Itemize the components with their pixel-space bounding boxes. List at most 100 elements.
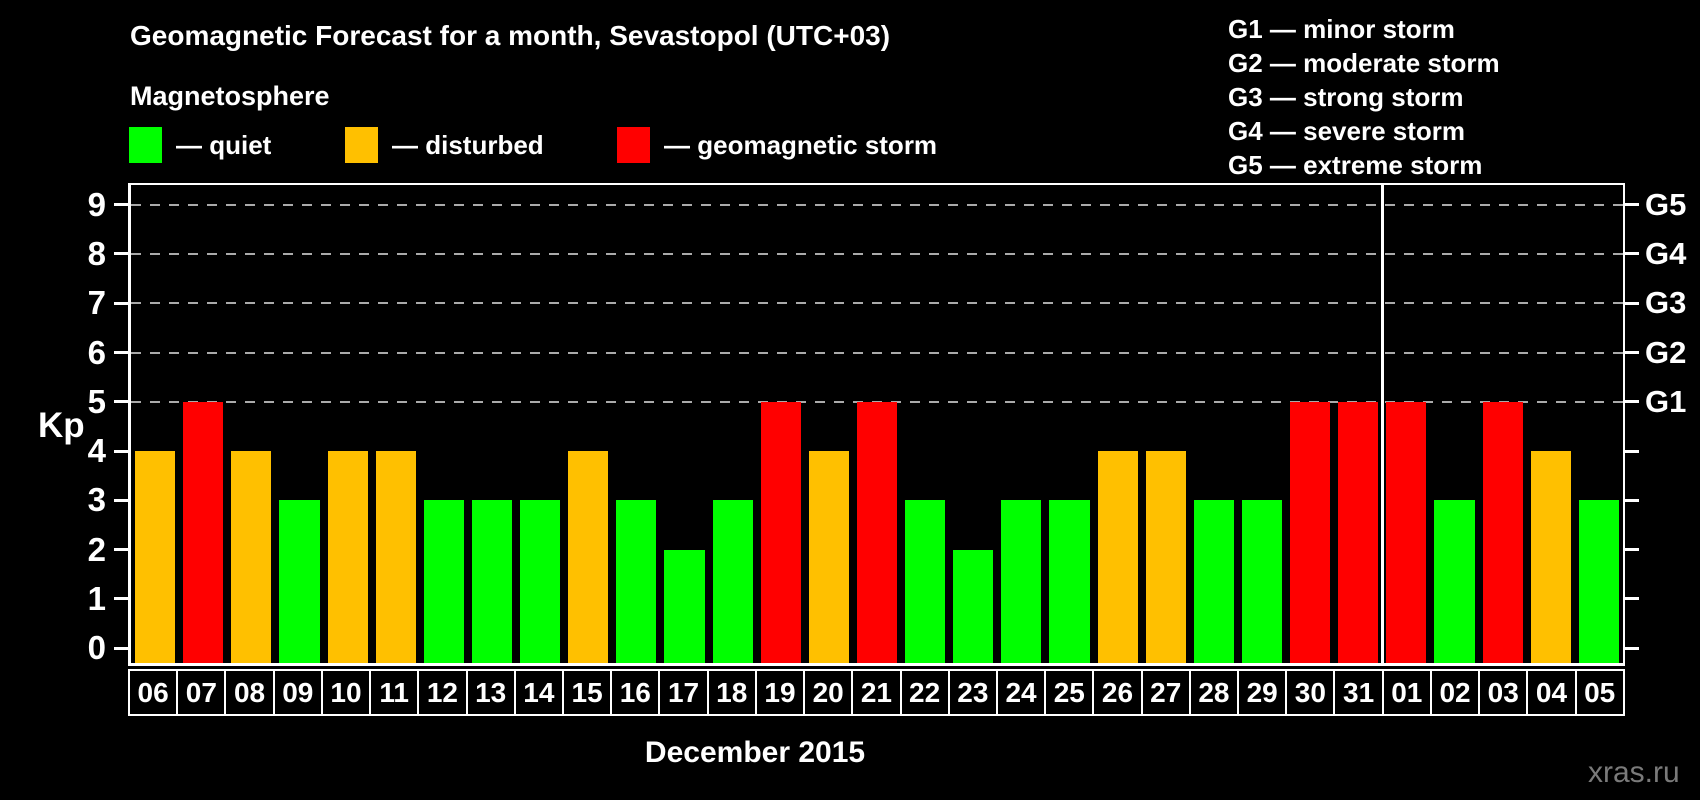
month-separator-line <box>1380 185 1384 663</box>
left-tick-kp9 <box>114 203 128 207</box>
kp-bar-day-03 <box>1482 401 1523 663</box>
x-axis-title: December 2015 <box>644 736 866 769</box>
y-tick-label-5: 5 <box>87 382 106 420</box>
y-tick-label-4: 4 <box>87 432 106 470</box>
left-tick-kp4 <box>114 449 128 453</box>
kp-bar-day-15 <box>568 451 609 663</box>
date-label-15: 15 <box>564 671 613 714</box>
left-tick-kp5 <box>114 400 128 404</box>
kp-bar-day-20 <box>808 451 849 663</box>
date-label-25: 25 <box>1046 671 1095 714</box>
left-tick-kp3 <box>114 498 128 502</box>
date-label-08: 08 <box>226 671 275 714</box>
kp-bar-day-26 <box>1097 451 1138 663</box>
kp-bar-day-22 <box>905 500 946 663</box>
date-label-20: 20 <box>805 671 854 714</box>
kp-bar-day-09 <box>279 500 320 663</box>
date-label-24: 24 <box>998 671 1047 714</box>
kp-bar-day-28 <box>1193 500 1234 663</box>
legend-quiet-label: — quiet <box>176 129 272 160</box>
kp-bar-day-08 <box>231 451 272 663</box>
storm-scale-legend: G1 — minor storm G2 — moderate storm G3 … <box>1228 12 1500 182</box>
date-label-16: 16 <box>612 671 661 714</box>
right-axis-label-g4: G4 <box>1645 235 1687 271</box>
right-tick-kp5 <box>1625 400 1639 404</box>
date-label-29: 29 <box>1239 671 1288 714</box>
storm-swatch-icon <box>617 127 650 163</box>
kp-bar-day-18 <box>712 500 753 663</box>
date-label-05: 05 <box>1584 677 1616 708</box>
date-label-11: 11 <box>371 671 420 714</box>
right-tick-kp9 <box>1625 203 1639 207</box>
legend-storm-label: — geomagnetic storm <box>664 129 938 160</box>
date-label-10: 10 <box>323 671 372 714</box>
right-axis-label-g2: G2 <box>1645 334 1687 370</box>
y-tick-label-8: 8 <box>87 234 106 272</box>
right-tick-kp8 <box>1625 252 1639 256</box>
left-tick-kp0 <box>114 646 128 650</box>
plot-area: 0 1 2 3 4 5 6 7 8 9 G1 G2 G3 G4 G5 <box>88 183 1686 666</box>
right-tick-kp2 <box>1625 548 1639 552</box>
kp-bar-day-06 <box>135 451 176 663</box>
kp-bar-day-14 <box>520 500 561 663</box>
kp-bar-day-23 <box>953 549 994 663</box>
date-label-03: 03 <box>1480 671 1529 714</box>
kp-bar-day-19 <box>760 401 801 663</box>
left-tick-kp8 <box>114 252 128 256</box>
kp-bar-day-27 <box>1145 451 1186 663</box>
right-axis-label-g3: G3 <box>1645 285 1687 321</box>
left-tick-kp6 <box>114 351 128 355</box>
kp-bar-day-21 <box>856 401 898 663</box>
kp-bar-day-02 <box>1434 500 1475 663</box>
date-label-04: 04 <box>1528 671 1577 714</box>
right-tick-kp0 <box>1625 646 1639 650</box>
y-tick-label-3: 3 <box>87 481 106 519</box>
kp-bar-day-31 <box>1338 401 1379 663</box>
date-label-13: 13 <box>468 671 516 714</box>
date-label-23: 23 <box>950 671 998 714</box>
gridline-kp5 <box>131 400 1623 403</box>
magnetosphere-label: Magnetosphere <box>130 81 330 111</box>
date-label-09: 09 <box>275 671 323 714</box>
legend-item-storm: — geomagnetic storm <box>617 126 937 164</box>
g3-legend-line: G3 — strong storm <box>1228 82 1464 112</box>
y-tick-label-1: 1 <box>87 579 106 617</box>
quiet-swatch-icon <box>129 127 162 163</box>
kp-bar-day-24 <box>1001 500 1042 663</box>
g2-legend-line: G2 — moderate storm <box>1228 48 1500 78</box>
date-label-06: 06 <box>130 671 179 714</box>
gridline-kp9 <box>131 203 1623 206</box>
right-tick-kp7 <box>1625 301 1639 305</box>
y-tick-label-0: 0 <box>87 629 106 667</box>
right-axis-label-g5: G5 <box>1645 186 1687 222</box>
g5-legend-line: G5 — extreme storm <box>1228 150 1483 180</box>
date-label-02: 02 <box>1432 671 1481 714</box>
date-label-28: 28 <box>1191 671 1240 714</box>
y-tick-label-7: 7 <box>87 284 106 322</box>
date-label-26: 26 <box>1094 671 1143 714</box>
disturbed-swatch-icon <box>345 127 378 163</box>
date-label-14: 14 <box>516 671 564 714</box>
left-tick-kp7 <box>114 301 128 305</box>
date-label-17: 17 <box>660 671 709 714</box>
y-tick-label-9: 9 <box>87 185 106 223</box>
kp-bar-day-30 <box>1290 401 1331 663</box>
legend-disturbed-label: — disturbed <box>392 129 544 160</box>
left-tick-kp2 <box>114 548 128 552</box>
kp-bar-day-11 <box>375 451 416 663</box>
kp-bar-day-17 <box>664 549 705 663</box>
date-label-12: 12 <box>419 671 468 714</box>
legend-item-disturbed: — disturbed <box>345 126 544 164</box>
left-tick-kp1 <box>114 597 128 601</box>
right-tick-kp4 <box>1625 449 1639 453</box>
kp-bar-day-07 <box>183 401 224 663</box>
date-label-19: 19 <box>757 671 806 714</box>
kp-bar-day-05 <box>1578 500 1619 663</box>
kp-bar-day-10 <box>327 451 368 663</box>
watermark: xras.ru <box>1588 756 1680 789</box>
kp-bar-day-13 <box>471 500 513 663</box>
date-label-31: 31 <box>1335 671 1384 714</box>
gridline-kp7 <box>131 302 1623 305</box>
right-axis-label-g1: G1 <box>1645 383 1687 419</box>
date-label-01: 01 <box>1384 671 1432 714</box>
